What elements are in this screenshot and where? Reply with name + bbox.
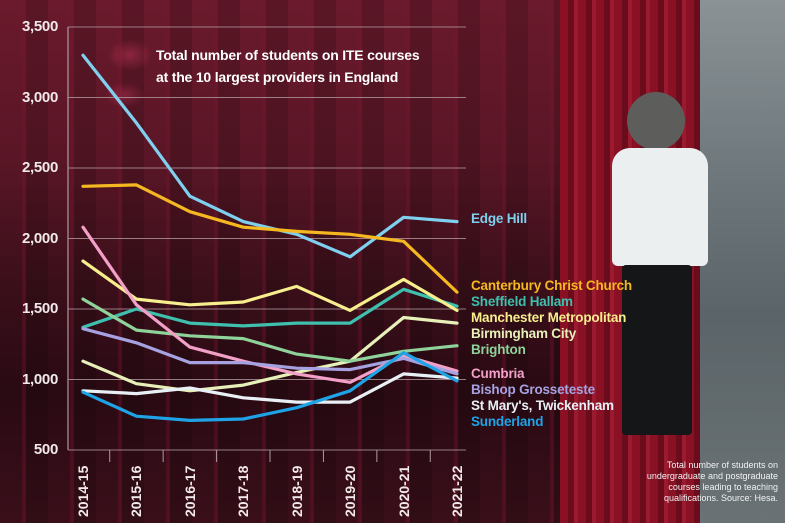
x-tick-label: 2020-21 xyxy=(395,465,412,517)
chart-title: Total number of students on ITE courses … xyxy=(156,44,420,88)
legend-label-brighton: Brighton xyxy=(471,342,526,357)
series-line-manchester-metropolitan xyxy=(81,259,459,312)
legend-label-bishop-grosseteste: Bishop Grosseteste xyxy=(471,382,595,397)
series-line-canterbury-christ-church xyxy=(81,183,459,294)
y-tick-label: 2,500 xyxy=(21,159,58,176)
y-tick-label: 3,500 xyxy=(21,18,58,35)
data-lines xyxy=(81,53,459,422)
legend-label-canterbury-christ-church: Canterbury Christ Church xyxy=(471,278,632,293)
y-tick-label: 500 xyxy=(33,441,58,458)
background-photo-path xyxy=(700,0,785,523)
x-tick-label: 2018-19 xyxy=(288,465,305,517)
legend-label-sheffield-hallam: Sheffield Hallam xyxy=(471,294,573,309)
chart-title-line-2: at the 10 largest providers in England xyxy=(156,69,399,85)
source-note-line: Total number of students on xyxy=(666,460,778,470)
series-line-sunderland xyxy=(81,351,459,422)
series-line-birmingham-city xyxy=(81,315,459,393)
legend-label-sunderland: Sunderland xyxy=(471,414,544,429)
y-tick-label: 3,000 xyxy=(21,88,58,106)
legend-label-st-mary-s-twickenham: St Mary's, Twickenham xyxy=(471,398,614,413)
source-note-line: courses leading to teaching xyxy=(668,482,778,492)
source-note-line: undergraduate and postgraduate xyxy=(646,471,778,481)
y-tick-label: 2,000 xyxy=(21,229,58,247)
legend-label-cumbria: Cumbria xyxy=(471,366,525,381)
gridlines xyxy=(68,26,466,451)
y-tick-label: 1,000 xyxy=(21,370,58,388)
x-tick-label: 2021-22 xyxy=(449,465,465,517)
x-tick-label: 2015-16 xyxy=(128,465,145,517)
series-line-st-mary-s-twickenham xyxy=(81,372,459,404)
legend-label-manchester-metropolitan: Manchester Metropolitan xyxy=(471,310,627,325)
source-note: Total number of students on undergraduat… xyxy=(630,460,778,504)
photo-person-shirt xyxy=(612,148,708,266)
series-line-brighton xyxy=(81,297,459,363)
x-tick-label: 2019-20 xyxy=(342,465,359,517)
legend-label-edge-hill: Edge Hill xyxy=(471,211,527,226)
x-tick-label: 2017-18 xyxy=(235,465,252,517)
source-note-line: qualifications. Source: Hesa. xyxy=(663,493,778,503)
chart-title-line-1: Total number of students on ITE courses xyxy=(156,47,420,63)
legend-label-birmingham-city: Birmingham City xyxy=(471,326,577,341)
axes xyxy=(67,27,431,462)
x-tick-label: 2014-15 xyxy=(75,465,91,517)
y-tick-label: 1,500 xyxy=(21,300,58,317)
photo-person-legs xyxy=(622,265,692,435)
x-tick-label: 2016-17 xyxy=(181,465,198,517)
photo-person-head xyxy=(627,92,685,150)
